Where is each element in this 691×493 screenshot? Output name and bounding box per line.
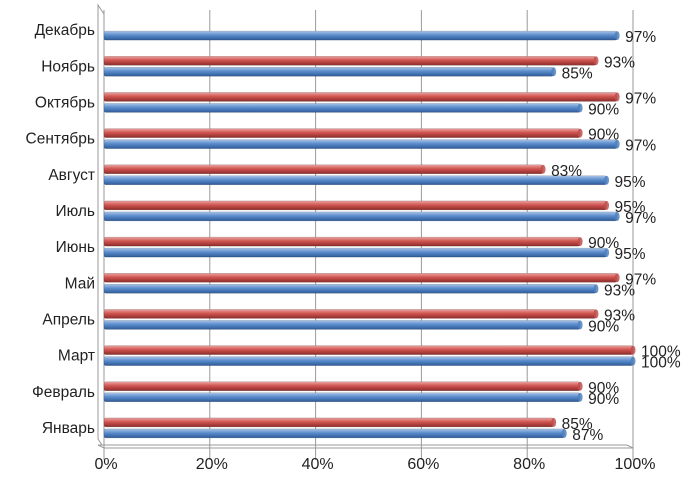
data-label: 87% — [572, 427, 603, 444]
data-label: 85% — [562, 65, 593, 82]
y-axis-categories: Январь Февраль Март Апрель Май Июнь Июль Август… — [26, 22, 95, 437]
bar — [103, 247, 607, 258]
bar-cap — [561, 428, 567, 438]
data-label: 97% — [625, 271, 656, 288]
bar-cap — [614, 211, 620, 221]
bar — [103, 273, 618, 283]
category-label: Январь — [42, 420, 95, 437]
category-label: Март — [58, 348, 95, 365]
bar-cap — [551, 67, 557, 77]
data-labels: 87%85%90%90%100%100%90%93%93%97%95%90%97… — [551, 29, 681, 444]
bar — [103, 92, 618, 102]
bar — [103, 164, 544, 174]
plot-walls — [97, 3, 634, 450]
plot-floor — [97, 444, 634, 449]
data-label: 95% — [615, 246, 646, 263]
bar-cap — [614, 92, 620, 102]
bar — [103, 309, 597, 319]
bar — [103, 67, 554, 77]
bar-cap — [577, 128, 583, 138]
data-label: 95% — [615, 174, 646, 191]
bar-cap — [577, 392, 583, 402]
bar-cap — [577, 320, 583, 330]
bar — [103, 103, 581, 113]
x-tick-label: 40% — [302, 456, 334, 473]
data-label: 90% — [588, 127, 619, 144]
bar-cap — [630, 345, 636, 355]
bar-cap — [604, 248, 610, 258]
bars — [103, 30, 636, 439]
data-label: 93% — [604, 54, 635, 71]
bar-cap — [577, 381, 583, 391]
bar-cap — [540, 164, 546, 174]
bar-cap — [614, 139, 620, 149]
bar — [103, 392, 581, 402]
category-label: Июнь — [56, 239, 95, 256]
data-label: 83% — [551, 163, 582, 180]
bar — [103, 320, 581, 330]
bar — [103, 236, 581, 247]
bar — [103, 30, 618, 41]
data-label: 90% — [588, 318, 619, 335]
category-label: Февраль — [32, 384, 95, 401]
category-label: Ноябрь — [41, 58, 95, 75]
bar — [103, 345, 634, 355]
category-label: Декабрь — [35, 22, 95, 39]
bar — [103, 139, 618, 149]
gridlines — [103, 10, 634, 460]
bar-cap — [593, 309, 599, 319]
bar-cap — [604, 200, 610, 210]
data-label: 93% — [604, 307, 635, 324]
bar — [103, 428, 565, 439]
bar-cap — [630, 356, 636, 366]
bar — [103, 284, 597, 294]
data-label: 85% — [562, 416, 593, 433]
x-tick-label: 100% — [615, 456, 656, 473]
bar-cap — [614, 31, 620, 41]
bar-cap — [577, 237, 583, 247]
bar — [103, 200, 607, 211]
x-tick-label: 80% — [513, 456, 545, 473]
bar — [103, 356, 634, 366]
x-axis-ticks: 0% 20% 40% 60% 80% 100% — [94, 456, 655, 473]
bar-cap — [577, 103, 583, 113]
plot-left-wall — [97, 3, 105, 450]
bar-cap — [614, 273, 620, 283]
data-label: 93% — [604, 282, 635, 299]
data-label: 97% — [625, 90, 656, 107]
bar — [103, 381, 581, 391]
data-label: 97% — [625, 138, 656, 155]
category-label: Август — [48, 167, 95, 184]
data-label: 90% — [588, 380, 619, 397]
data-label: 90% — [588, 391, 619, 408]
bar — [103, 211, 618, 222]
x-tick-label: 20% — [196, 456, 228, 473]
bar-cap — [593, 56, 599, 66]
bar-cap — [593, 284, 599, 294]
bar-cap — [551, 417, 557, 427]
data-label: 90% — [588, 235, 619, 252]
category-label: Июль — [55, 203, 95, 220]
data-label: 90% — [588, 101, 619, 118]
category-label: Октябрь — [35, 94, 95, 111]
data-label: 100% — [641, 344, 681, 361]
bar — [103, 417, 554, 428]
bar — [103, 175, 607, 185]
category-label: Сентябрь — [26, 131, 95, 148]
x-tick-label: 0% — [94, 456, 117, 473]
bar-cap — [604, 175, 610, 185]
data-label: 97% — [625, 29, 656, 46]
data-label: 97% — [625, 210, 656, 227]
category-label: Апрель — [42, 311, 95, 328]
bar — [103, 128, 581, 138]
data-label: 95% — [615, 199, 646, 216]
x-tick-label: 60% — [407, 456, 439, 473]
bar — [103, 56, 597, 66]
category-label: Май — [65, 275, 95, 292]
data-label: 100% — [641, 355, 681, 372]
